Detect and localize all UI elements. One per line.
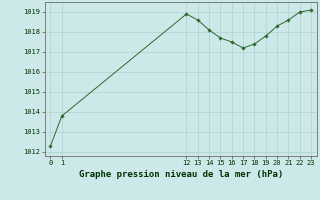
X-axis label: Graphe pression niveau de la mer (hPa): Graphe pression niveau de la mer (hPa) bbox=[79, 170, 283, 179]
